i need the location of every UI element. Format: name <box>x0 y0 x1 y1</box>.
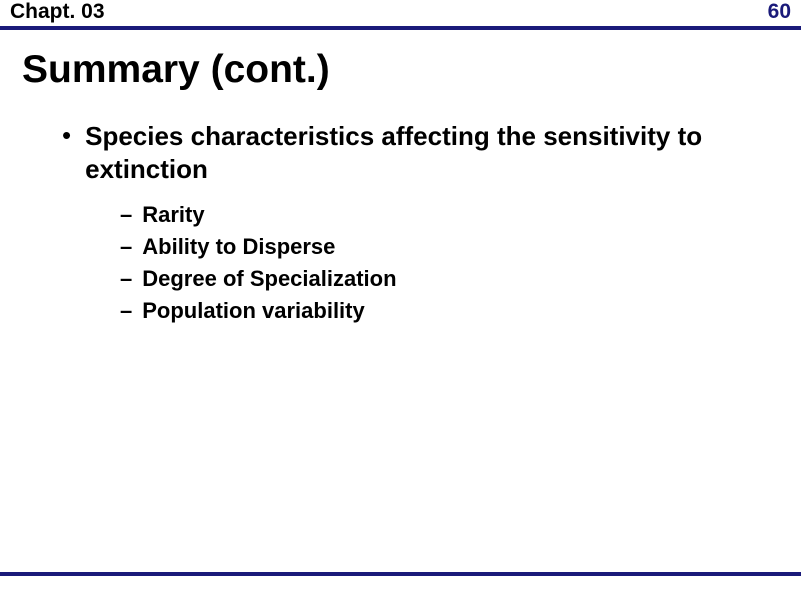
sub-bullet-list: – Rarity – Ability to Disperse – Degree … <box>0 186 801 326</box>
sub-item-text: Degree of Specialization <box>142 264 396 294</box>
page-number: 60 <box>768 0 791 24</box>
sub-item-text: Rarity <box>142 200 204 230</box>
bullet-marker: • <box>62 120 71 150</box>
chapter-label: Chapt. 03 <box>10 0 105 24</box>
dash-marker: – <box>120 264 132 294</box>
main-bullet: • Species characteristics affecting the … <box>0 92 801 186</box>
list-item: – Population variability <box>120 296 801 326</box>
sub-item-text: Ability to Disperse <box>142 232 335 262</box>
list-item: – Rarity <box>120 200 801 230</box>
footer-rule <box>0 572 801 576</box>
sub-item-text: Population variability <box>142 296 364 326</box>
slide-title: Summary (cont.) <box>0 30 801 92</box>
dash-marker: – <box>120 200 132 230</box>
list-item: – Degree of Specialization <box>120 264 801 294</box>
main-bullet-text: Species characteristics affecting the se… <box>85 120 705 186</box>
slide-header: Chapt. 03 60 <box>0 0 801 30</box>
list-item: – Ability to Disperse <box>120 232 801 262</box>
dash-marker: – <box>120 232 132 262</box>
dash-marker: – <box>120 296 132 326</box>
